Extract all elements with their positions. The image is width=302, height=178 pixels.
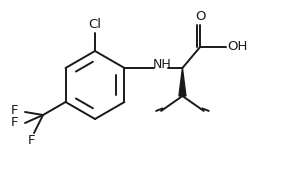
Text: F: F	[27, 135, 35, 148]
Polygon shape	[179, 68, 186, 96]
Text: Cl: Cl	[88, 19, 101, 32]
Text: F: F	[11, 116, 18, 130]
Text: F: F	[11, 104, 18, 117]
Text: O: O	[195, 10, 206, 23]
Text: OH: OH	[227, 40, 248, 53]
Text: NH: NH	[153, 57, 172, 70]
